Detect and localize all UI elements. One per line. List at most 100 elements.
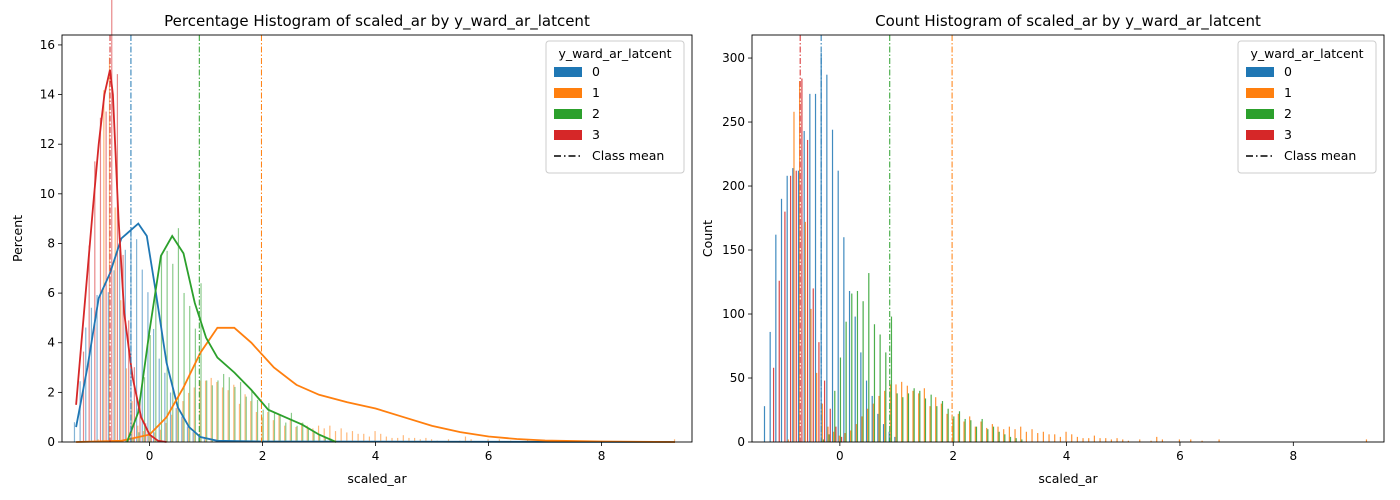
bar-class-2 — [223, 373, 225, 442]
x-tick-label: 6 — [485, 449, 493, 463]
bar-class-1 — [414, 437, 416, 442]
bar-class-2 — [834, 390, 836, 442]
legend-swatch-0 — [554, 67, 582, 77]
bar-class-1 — [227, 390, 229, 442]
bar-class-1 — [1048, 434, 1050, 442]
legend-label-class-mean: Class mean — [1284, 148, 1356, 163]
bar-class-1 — [306, 425, 308, 442]
bar-class-1 — [261, 417, 263, 442]
bar-class-2 — [828, 434, 830, 442]
bar-class-1 — [137, 425, 139, 442]
y-tick-label: 10 — [40, 187, 55, 201]
bar-class-1 — [380, 433, 382, 442]
bar-class-1 — [1139, 439, 1141, 442]
x-tick-label: 0 — [146, 449, 154, 463]
legend-swatch-2 — [1246, 109, 1274, 119]
kde-curves-layer — [75, 69, 676, 443]
bar-class-1 — [334, 431, 337, 442]
bar-class-1 — [176, 406, 178, 442]
bar-class-0 — [136, 239, 138, 442]
count-bars-layer — [763, 52, 1368, 443]
y-ticks: 0 50 100 150 200 250 300 — [722, 51, 752, 449]
bar-class-0 — [141, 269, 143, 442]
bar-class-2 — [1009, 436, 1012, 442]
legend-label-0: 0 — [1284, 64, 1292, 79]
bar-class-1 — [980, 421, 982, 442]
bar-class-0 — [192, 432, 194, 442]
bar-class-3 — [111, 0, 113, 443]
bar-class-2 — [273, 412, 276, 442]
bar-class-3 — [772, 367, 775, 442]
bar-class-3 — [88, 245, 90, 442]
bar-class-1 — [974, 426, 976, 442]
bar-class-1 — [103, 90, 105, 442]
bar-class-1 — [952, 418, 954, 442]
kde-curve-class-3 — [75, 69, 167, 443]
bar-class-3 — [139, 401, 141, 442]
bar-class-1 — [957, 413, 959, 442]
bar-class-1 — [810, 308, 812, 442]
y-tick-label: 200 — [722, 179, 745, 193]
x-tick-label: 4 — [1063, 449, 1071, 463]
bar-class-1 — [323, 428, 325, 442]
bar-class-1 — [1003, 429, 1005, 442]
bar-class-1 — [289, 420, 291, 442]
chart-title: Count Histogram of scaled_ar by y_ward_a… — [875, 12, 1261, 31]
bar-class-1 — [120, 300, 122, 442]
bar-class-1 — [1093, 435, 1095, 442]
bar-class-2 — [206, 380, 208, 442]
bar-class-2 — [183, 292, 185, 442]
y-tick-label: 14 — [40, 88, 55, 102]
bar-class-3 — [778, 280, 780, 442]
bar-class-2 — [924, 398, 927, 442]
bar-class-1 — [844, 433, 846, 442]
bar-class-3 — [823, 380, 826, 442]
x-tick-label: 0 — [836, 449, 844, 463]
bar-class-1 — [408, 437, 410, 442]
bar-class-1 — [425, 437, 427, 442]
bar-class-1 — [940, 403, 942, 442]
bar-class-0 — [894, 436, 896, 442]
bar-class-1 — [402, 435, 404, 442]
bar-class-3 — [829, 408, 831, 442]
bar-class-1 — [527, 439, 529, 442]
y-axis-label: Count — [700, 220, 715, 257]
bar-class-1 — [1201, 440, 1203, 442]
legend-swatch-1 — [554, 88, 582, 98]
bar-class-1 — [272, 420, 274, 442]
bar-class-2 — [324, 437, 326, 442]
y-tick-label: 0 — [47, 435, 55, 449]
bar-class-1 — [1071, 434, 1073, 442]
legend-label-1: 1 — [1284, 85, 1292, 100]
plot-frame — [751, 34, 1385, 443]
bar-class-2 — [958, 411, 961, 442]
legend: y_ward_ar_latcent 0 1 2 3 Class mean — [545, 40, 685, 174]
y-tick-label: 50 — [730, 371, 745, 385]
bar-class-1 — [470, 439, 472, 442]
bar-class-3 — [133, 367, 135, 442]
bar-class-1 — [923, 388, 925, 442]
bar-class-0 — [85, 327, 87, 442]
class-mean-lines-layer — [799, 35, 953, 442]
bar-class-1 — [295, 427, 297, 442]
y-tick-label: 100 — [722, 307, 745, 321]
bar-class-1 — [838, 435, 840, 442]
bar-class-1 — [199, 380, 201, 442]
bar-class-1 — [374, 431, 376, 442]
x-tick-label: 8 — [598, 449, 606, 463]
bar-class-1 — [918, 393, 920, 442]
bar-class-1 — [1059, 436, 1061, 442]
bar-class-1 — [284, 425, 286, 442]
bar-class-3 — [150, 435, 152, 442]
bar-class-1 — [827, 426, 829, 442]
count-histogram-panel: 0 2 4 6 8 0 50 100 150 200 250 300 Count Histogram… — [700, 12, 1385, 486]
bar-class-1 — [1031, 429, 1033, 442]
legend-label-0: 0 — [592, 64, 600, 79]
bar-class-2 — [930, 394, 932, 442]
legend-swatch-3 — [554, 130, 582, 140]
bar-class-2 — [143, 377, 146, 442]
bar-class-2 — [279, 414, 281, 442]
bar-class-2 — [998, 431, 1000, 442]
percent-bars-layer — [73, 0, 676, 443]
bar-class-0 — [79, 381, 81, 442]
